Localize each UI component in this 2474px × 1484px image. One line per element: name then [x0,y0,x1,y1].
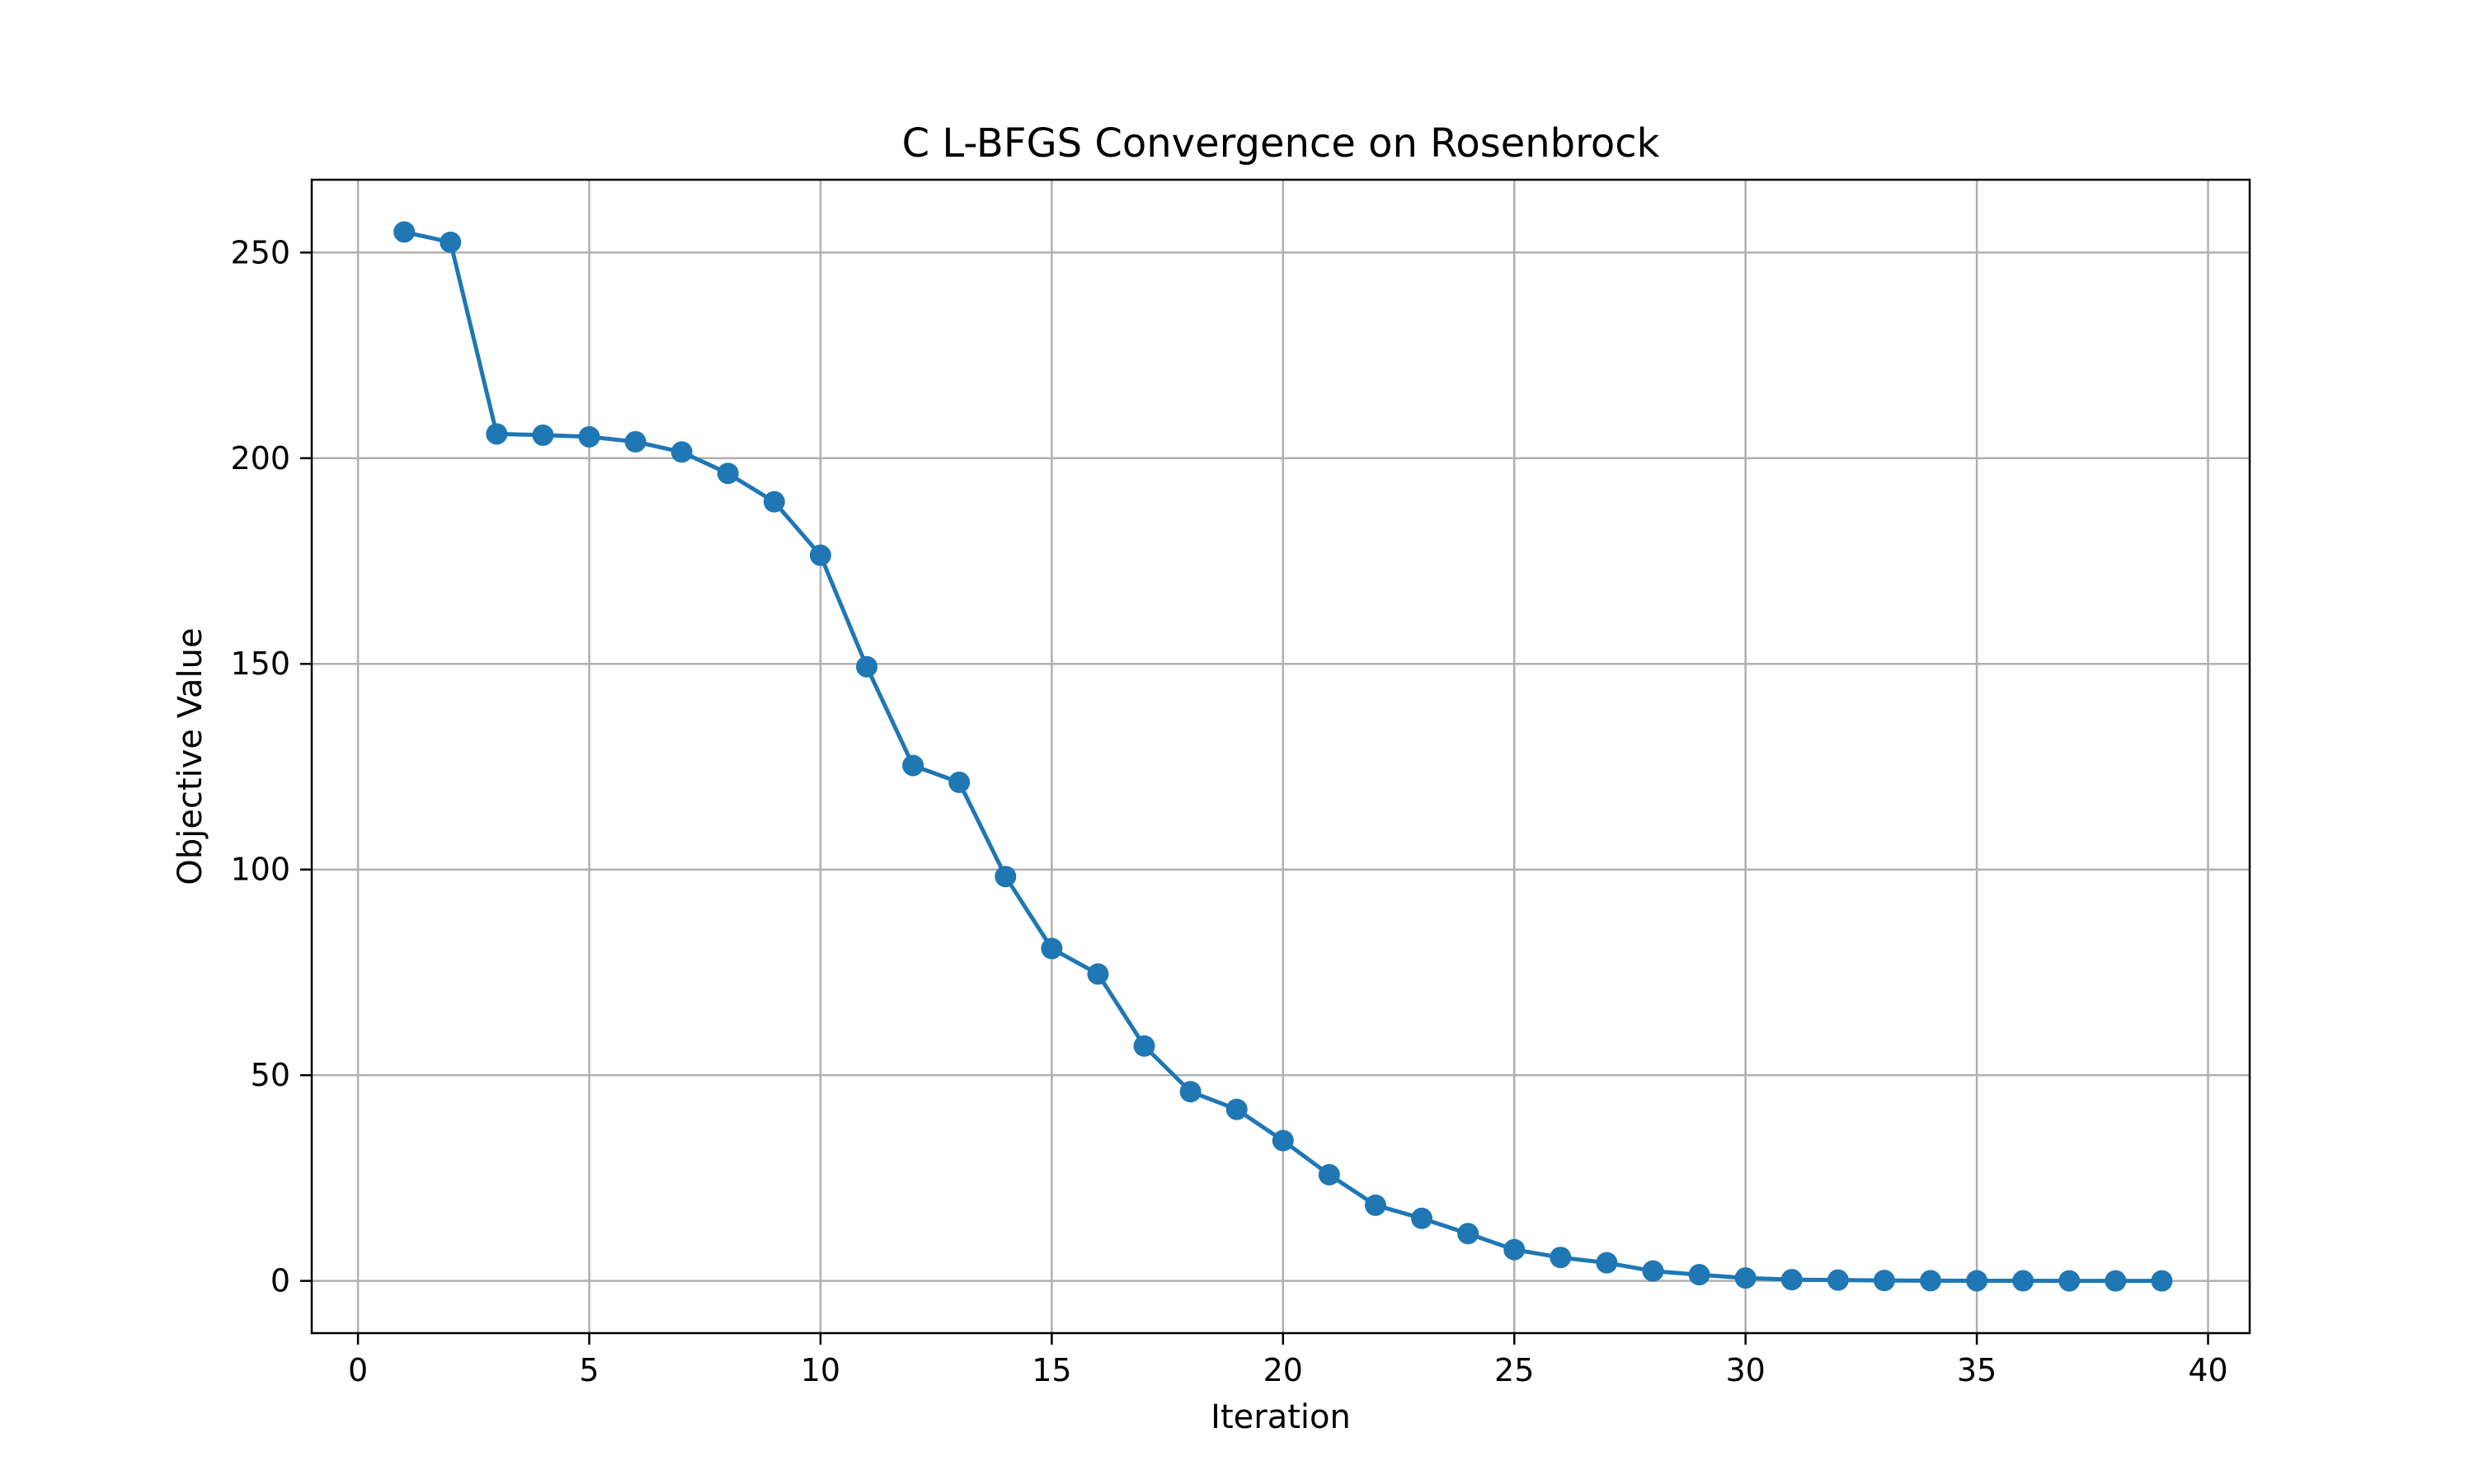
data-point [1966,1270,1988,1292]
data-point [856,655,878,678]
y-tick-label: 50 [251,1057,290,1093]
data-point [1596,1252,1618,1274]
data-point [440,231,462,253]
data-point [1087,963,1109,985]
x-axis-ticks: 0 5 10 15 20 25 30 35 40 [348,1333,2228,1388]
data-point [1225,1098,1248,1120]
data-point [2012,1270,2034,1292]
y-tick-label: 150 [230,646,290,682]
data-point [1179,1081,1202,1103]
data-point [578,425,600,448]
chart-title: C L-BFGS Convergence on Rosenbrock [902,120,1660,167]
x-tick-label: 0 [348,1352,368,1388]
x-tick-label: 25 [1494,1352,1534,1388]
data-point [2058,1270,2081,1292]
y-tick-label: 100 [230,852,290,888]
plot-frame [310,178,2251,1335]
x-tick-label: 10 [801,1352,840,1388]
data-point [1827,1269,1849,1291]
data-point [624,430,647,453]
data-point [1411,1207,1433,1229]
data-point [2151,1270,2173,1292]
data-point [995,866,1017,888]
data-point [486,423,508,445]
data-point [1550,1247,1572,1269]
y-tick-label: 250 [230,234,290,270]
x-tick-label: 20 [1263,1352,1303,1388]
x-tick-label: 15 [1032,1352,1071,1388]
x-tick-label: 5 [579,1352,599,1388]
data-point [1780,1269,1803,1291]
data-point [1503,1238,1526,1261]
data-point [1133,1035,1155,1057]
data-point [1873,1270,1895,1292]
y-axis-ticks: 0 50 100 150 200 250 [230,234,312,1299]
data-point [1457,1223,1479,1245]
data-point [717,463,739,485]
x-axis-label: Iteration [1211,1398,1351,1436]
data-point [1734,1267,1757,1289]
y-tick-label: 0 [270,1263,290,1299]
y-axis-label: Objective Value [172,627,209,885]
data-point [1272,1129,1294,1152]
data-point [532,424,554,446]
data-point [902,754,924,777]
data-point [1642,1260,1664,1282]
data-point [1318,1163,1340,1186]
data-point [809,544,831,566]
y-tick-label: 200 [230,440,290,477]
data-point [1041,937,1063,960]
x-tick-label: 40 [2188,1352,2227,1388]
data-point [948,771,971,793]
data-point [763,491,785,513]
data-point [1920,1270,1942,1292]
data-point [670,441,693,463]
x-tick-label: 30 [1725,1352,1765,1388]
data-point [2105,1270,2127,1292]
data-point [1688,1264,1710,1286]
data-point [393,221,416,243]
x-tick-label: 35 [1957,1352,1997,1388]
series-group [393,221,2173,1292]
data-point [1364,1194,1386,1216]
